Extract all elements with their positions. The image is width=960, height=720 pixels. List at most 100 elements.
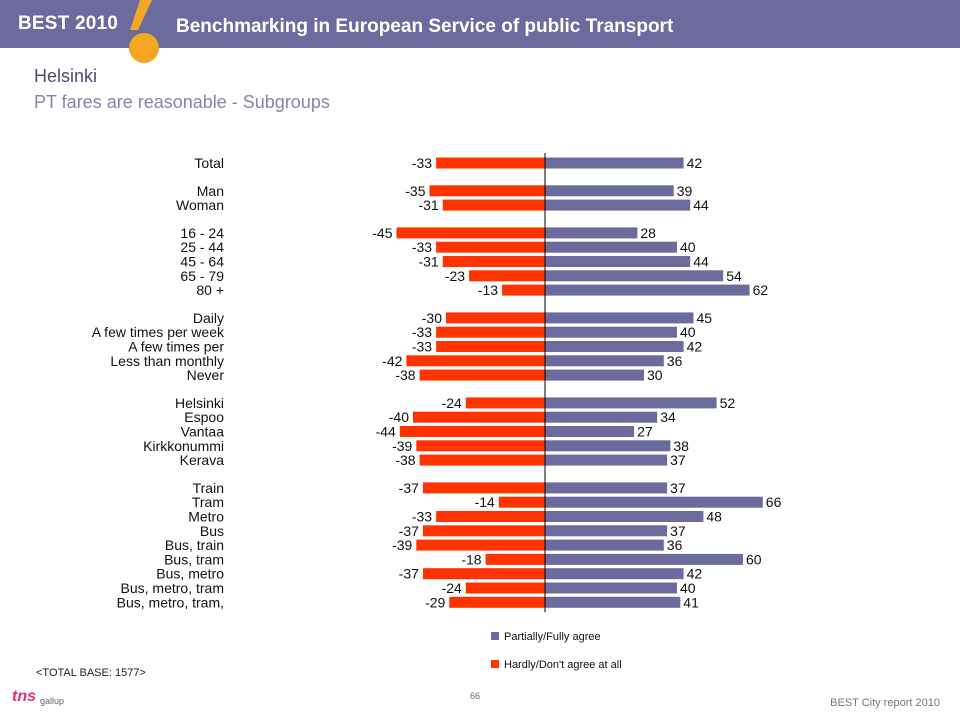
agree-bar — [545, 397, 717, 409]
disagree-bar — [416, 440, 545, 452]
disagree-value-label: -24 — [442, 580, 462, 596]
disagree-value-label: -18 — [461, 551, 481, 567]
disagree-value-label: -23 — [445, 268, 465, 284]
disagree-value-label: -37 — [399, 480, 419, 496]
disagree-bar — [485, 553, 545, 565]
agree-value-label: 40 — [680, 580, 696, 596]
legend-swatch-agree — [491, 632, 499, 640]
disagree-value-label: -13 — [478, 282, 498, 298]
disagree-bar — [396, 227, 545, 239]
disagree-value-label: -33 — [412, 509, 432, 525]
category-label: 25 - 44 — [180, 239, 224, 255]
category-label: 16 - 24 — [180, 225, 224, 241]
category-label: Never — [187, 367, 225, 383]
agree-bar — [545, 326, 677, 338]
category-label: Metro — [188, 509, 224, 525]
disagree-value-label: -33 — [412, 155, 432, 171]
brand-logo-text: BEST 2010 — [18, 13, 118, 35]
agree-bar — [545, 482, 668, 494]
disagree-bar — [399, 426, 545, 437]
page-title: Helsinki — [34, 66, 98, 86]
category-label: 80 + — [196, 282, 224, 298]
agree-bar — [545, 511, 704, 522]
disagree-value-label: -37 — [399, 523, 419, 539]
disagree-value-label: -29 — [425, 594, 445, 610]
disagree-bar — [429, 185, 545, 197]
page-subtitle: PT fares are reasonable - Subgroups — [34, 92, 330, 112]
disagree-bar — [406, 355, 545, 367]
agree-value-label: 28 — [640, 225, 656, 241]
agree-bar — [545, 270, 724, 282]
disagree-bar — [436, 511, 545, 522]
disagree-bar — [449, 596, 545, 608]
disagree-value-label: -33 — [412, 239, 432, 255]
agree-value-label: 52 — [720, 395, 736, 411]
agree-bar — [545, 454, 668, 466]
banner-title: Benchmarking in European Service of publ… — [176, 16, 674, 37]
category-label: 45 - 64 — [180, 254, 224, 270]
agree-value-label: 45 — [697, 310, 713, 326]
total-base-note: <TOTAL BASE: 1577> — [36, 667, 146, 679]
gallup-logo-text: gallup — [40, 696, 65, 706]
category-label: A few times per week — [92, 324, 225, 340]
disagree-bar — [422, 482, 545, 494]
agree-value-label: 41 — [683, 594, 699, 610]
agree-value-label: 38 — [673, 438, 689, 454]
report-label: BEST City report 2010 — [830, 697, 940, 709]
agree-value-label: 36 — [667, 353, 683, 369]
agree-bar — [545, 157, 684, 169]
disagree-value-label: -45 — [372, 225, 392, 241]
agree-value-label: 30 — [647, 367, 663, 383]
agree-bar — [545, 525, 668, 537]
agree-value-label: 37 — [670, 523, 686, 539]
disagree-bar — [465, 582, 545, 594]
disagree-bar — [436, 157, 545, 169]
agree-value-label: 37 — [670, 480, 686, 496]
agree-value-label: 37 — [670, 452, 686, 468]
agree-bar — [545, 582, 677, 594]
agree-value-label: 48 — [706, 509, 722, 525]
legend-label-disagree: Hardly/Don't agree at all — [504, 659, 622, 671]
brand-year: 2010 — [74, 13, 119, 34]
agree-value-label: 34 — [660, 409, 676, 425]
agree-bar — [545, 369, 644, 381]
category-label: Vantaa — [181, 424, 225, 440]
disagree-value-label: -37 — [399, 566, 419, 582]
category-label: 65 - 79 — [180, 268, 224, 284]
agree-value-label: 40 — [680, 324, 696, 340]
disagree-value-label: -31 — [418, 254, 438, 270]
agree-bar — [545, 496, 763, 508]
category-label: Woman — [176, 197, 224, 213]
disagree-value-label: -35 — [405, 183, 425, 199]
legend-label-agree: Partially/Fully agree — [504, 631, 601, 643]
disagree-bar — [436, 326, 545, 338]
category-label: Man — [197, 183, 224, 199]
category-label: Bus, metro — [156, 566, 224, 582]
agree-value-label: 62 — [753, 282, 769, 298]
agree-value-label: 44 — [693, 254, 709, 270]
agree-bar — [545, 440, 671, 452]
agree-bar — [545, 284, 750, 296]
agree-bar — [545, 568, 684, 580]
disagree-bar — [446, 312, 545, 324]
agree-bar — [545, 539, 664, 551]
disagree-bar — [419, 454, 545, 466]
agree-value-label: 42 — [687, 155, 703, 171]
disagree-bar — [469, 270, 545, 282]
agree-value-label: 39 — [677, 183, 693, 199]
disagree-bar — [502, 284, 545, 296]
disagree-bar — [465, 397, 545, 409]
category-label: Helsinki — [175, 395, 224, 411]
agree-bar — [545, 355, 664, 367]
disagree-value-label: -33 — [412, 324, 432, 340]
agree-bar — [545, 411, 658, 423]
category-label: Kerava — [180, 452, 225, 468]
disagree-bar — [436, 341, 545, 352]
agree-value-label: 44 — [693, 197, 709, 213]
disagree-value-label: -33 — [412, 339, 432, 355]
disagree-bar — [442, 199, 545, 211]
disagree-value-label: -39 — [392, 537, 412, 553]
disagree-value-label: -24 — [442, 395, 462, 411]
diverging-bar-chart: Total -33 42 Man -35 39 Woman -31 44 16 - 24 -45 28… — [92, 153, 782, 671]
disagree-bar — [419, 369, 545, 381]
